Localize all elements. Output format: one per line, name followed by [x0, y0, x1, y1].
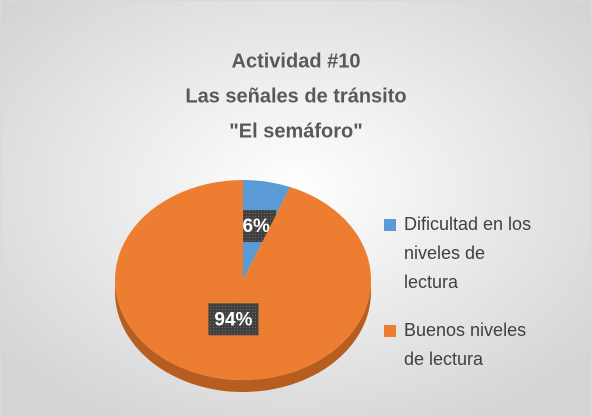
- data-label: 94%: [214, 309, 252, 330]
- legend-swatch: [384, 325, 396, 337]
- chart-title: Actividad #10: [232, 50, 361, 72]
- chart-title: Las señales de tránsito: [185, 85, 406, 107]
- legend-label: Buenos niveles de lectura: [404, 320, 527, 369]
- pie-slice: [114, 180, 372, 380]
- legend-swatch: [384, 219, 396, 231]
- chart-title: "El semáforo": [229, 120, 362, 142]
- legend-label: Dificultad en los niveles de lectura: [404, 214, 532, 292]
- data-label-box: [208, 303, 259, 336]
- data-label: 6%: [242, 216, 270, 237]
